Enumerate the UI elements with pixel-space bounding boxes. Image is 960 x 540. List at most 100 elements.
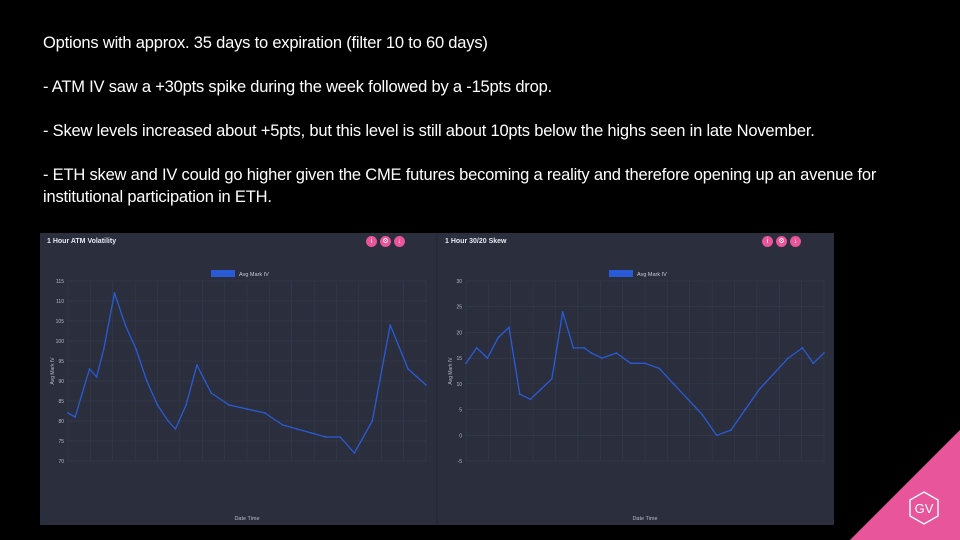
data-point	[145, 380, 148, 382]
data-point	[701, 413, 704, 416]
y-tick-label: 95	[58, 359, 64, 365]
data-point	[185, 404, 188, 406]
data-point	[81, 392, 84, 394]
data-point	[561, 310, 564, 313]
settings-icon[interactable]: ⚙	[380, 236, 391, 247]
data-point	[687, 398, 689, 401]
series-line	[465, 311, 825, 436]
data-point	[88, 368, 91, 370]
y-tick-label: 85	[58, 399, 64, 405]
data-point	[583, 346, 586, 349]
data-point	[744, 408, 747, 411]
legend-label: Avg Mark IV	[637, 272, 667, 278]
data-point	[715, 434, 718, 437]
data-point	[601, 357, 603, 360]
data-point	[310, 432, 313, 434]
data-point	[730, 429, 732, 432]
data-point	[174, 428, 177, 430]
data-point	[324, 436, 327, 438]
y-tick-label: 100	[56, 339, 65, 345]
y-tick-label: 0	[459, 433, 462, 439]
y-tick-label: 20	[456, 330, 462, 336]
data-point	[540, 388, 543, 390]
text-line-1: Options with approx. 35 days to expirati…	[43, 34, 488, 52]
data-point	[801, 346, 804, 349]
data-point	[195, 364, 198, 366]
data-point	[518, 393, 521, 396]
y-tick-label: 5	[459, 408, 462, 414]
atm-volatility-panel: 1 Hour ATM Volatility i ⚙ ↓ Avg Mark IV 7…	[40, 233, 436, 525]
x-axis-label: Date Time	[234, 516, 259, 522]
y-tick-label: 15	[456, 356, 462, 362]
logo-text: GV	[915, 501, 934, 516]
data-point	[389, 324, 392, 326]
download-icon[interactable]: ↓	[394, 236, 405, 247]
data-point	[102, 348, 105, 350]
text-line-2: - ATM IV saw a +30pts spike during the w…	[43, 78, 552, 96]
y-tick-label: -5	[458, 459, 463, 465]
chart-buttons: i ⚙ ↓	[366, 236, 405, 247]
data-point	[407, 368, 409, 370]
data-point	[615, 352, 618, 354]
legend-swatch	[609, 270, 633, 277]
data-point	[281, 424, 284, 426]
data-point	[772, 372, 775, 375]
y-tick-label: 115	[56, 279, 64, 285]
data-point	[486, 357, 489, 360]
data-point	[228, 404, 231, 406]
data-point	[296, 428, 299, 430]
y-tick-label: 75	[58, 439, 64, 445]
chart-title: 1 Hour ATM Volatility	[47, 238, 117, 245]
data-point	[644, 362, 646, 365]
data-point	[629, 362, 632, 365]
data-point	[758, 388, 761, 390]
data-point	[572, 346, 575, 349]
gv-logo: GV	[850, 430, 960, 540]
slide-text: Options with approx. 35 days to expirati…	[43, 32, 923, 230]
data-point	[508, 326, 510, 329]
data-point	[497, 336, 500, 339]
data-point	[74, 416, 77, 418]
data-point	[551, 377, 553, 380]
info-icon[interactable]: i	[366, 236, 377, 247]
data-point	[823, 352, 825, 354]
settings-icon[interactable]: ⚙	[776, 236, 787, 247]
data-point	[590, 352, 593, 354]
y-tick-label: 30	[456, 279, 462, 285]
data-point	[812, 362, 815, 365]
data-point	[672, 382, 675, 385]
text-line-4: - ETH skew and IV could go higher given …	[43, 166, 877, 206]
charts-container: 1 Hour ATM Volatility i ⚙ ↓ Avg Mark IV 7…	[40, 233, 834, 525]
data-point	[67, 412, 69, 414]
y-tick-label: 25	[456, 305, 462, 311]
chart-buttons: i ⚙ ↓	[762, 236, 801, 247]
x-axis-label: Date Time	[632, 516, 657, 522]
atm-volatility-chart: Avg Mark IV 70 75 80 85 90 95 100 105 110 115 Avg M…	[50, 270, 427, 522]
y-tick-label: 80	[58, 419, 64, 425]
data-point	[787, 357, 790, 360]
data-point	[353, 452, 356, 454]
y-axis-label: Avg Mark IV	[50, 357, 56, 385]
data-point	[658, 367, 661, 370]
legend-label: Avg Mark IV	[239, 272, 269, 278]
skew-panel: 1 Hour 30/20 Skew i ⚙ ↓ Avg Mark IV -5 0 5 1…	[438, 233, 834, 525]
data-point	[210, 392, 213, 394]
data-point	[529, 398, 532, 401]
y-tick-label: 90	[58, 379, 64, 385]
data-point	[156, 404, 159, 406]
skew-chart: Avg Mark IV -5 0 5 10 15 20 25 30 Avg Mark IV Date…	[448, 270, 825, 522]
data-point	[167, 420, 170, 422]
info-icon[interactable]: i	[762, 236, 773, 247]
data-point	[124, 324, 127, 326]
data-point	[339, 436, 341, 438]
data-point	[264, 412, 266, 414]
data-point	[371, 420, 374, 422]
data-point	[113, 292, 116, 294]
data-point	[465, 362, 467, 365]
legend-swatch	[211, 270, 235, 277]
data-point	[425, 384, 427, 386]
data-point	[246, 408, 248, 410]
y-tick-label: 10	[456, 382, 462, 388]
y-axis-label: Avg Mark IV	[448, 357, 454, 385]
download-icon[interactable]: ↓	[790, 236, 801, 247]
